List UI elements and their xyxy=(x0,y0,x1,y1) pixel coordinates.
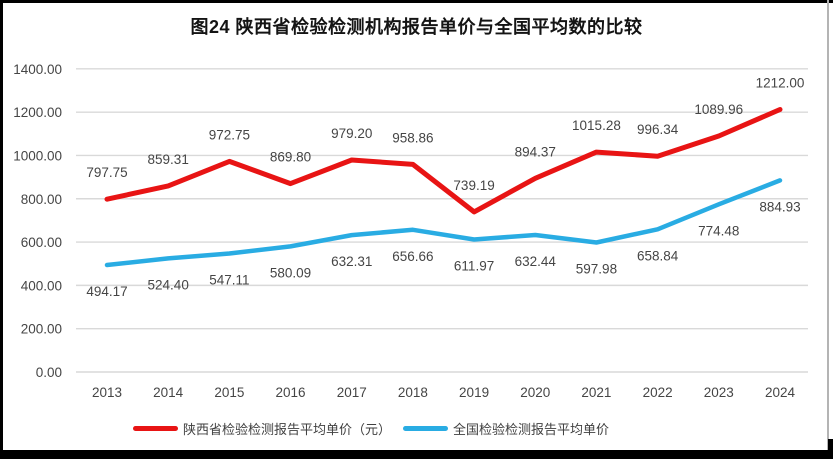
red-line-swatch-icon xyxy=(133,426,178,431)
legend-item-national: 全国检验检测报告平均单价 xyxy=(403,419,609,438)
page-edge-right xyxy=(827,0,829,451)
x-axis-label: 2014 xyxy=(153,385,184,400)
x-axis-label: 2013 xyxy=(92,385,122,400)
data-label: 972.75 xyxy=(209,127,250,142)
data-label: 632.31 xyxy=(331,254,372,269)
data-label: 774.48 xyxy=(698,223,739,238)
y-axis-tick-label: 1400.00 xyxy=(13,62,62,77)
data-label: 597.98 xyxy=(576,262,617,277)
data-label: 547.11 xyxy=(209,273,249,288)
chart-legend: 陕西省检验检测报告平均单价（元） 全国检验检测报告平均单价 xyxy=(133,419,609,438)
data-label: 884.93 xyxy=(759,199,800,214)
data-label: 580.09 xyxy=(270,265,311,280)
page-border-bottom xyxy=(0,450,833,459)
data-label: 611.97 xyxy=(454,258,494,273)
data-label: 979.20 xyxy=(331,126,372,141)
data-label: 1089.96 xyxy=(694,102,743,117)
x-axis-label: 2018 xyxy=(398,385,428,400)
page-border-left xyxy=(0,0,3,459)
x-axis-label: 2016 xyxy=(276,385,306,400)
y-axis-tick-label: 1200.00 xyxy=(13,105,62,120)
y-axis-tick-label: 0.00 xyxy=(36,365,62,380)
data-label: 494.17 xyxy=(86,284,127,299)
page-corner-right xyxy=(828,439,833,459)
page-border-top xyxy=(0,0,833,3)
y-axis-tick-label: 400.00 xyxy=(21,278,62,293)
x-axis-label: 2020 xyxy=(520,385,550,400)
data-label: 656.66 xyxy=(392,249,433,264)
data-label: 1212.00 xyxy=(756,76,805,91)
data-label: 958.86 xyxy=(392,130,433,145)
data-label: 996.34 xyxy=(637,122,679,137)
x-axis-label: 2019 xyxy=(459,385,489,400)
data-label: 894.37 xyxy=(515,144,556,159)
x-axis-label: 2024 xyxy=(765,385,796,400)
legend-label-shaanxi: 陕西省检验检测报告平均单价（元） xyxy=(183,422,392,437)
x-axis-label: 2022 xyxy=(643,385,673,400)
legend-item-shaanxi: 陕西省检验检测报告平均单价（元） xyxy=(133,419,391,438)
data-label: 1015.28 xyxy=(572,118,621,133)
y-axis-tick-label: 200.00 xyxy=(21,322,62,337)
y-axis-tick-label: 1000.00 xyxy=(13,148,62,163)
data-label: 797.75 xyxy=(86,165,127,180)
series-line-shaanxi xyxy=(104,107,783,215)
blue-line-swatch-icon xyxy=(403,426,449,431)
data-label: 859.31 xyxy=(148,152,189,167)
chart-title: 图24 陕西省检验检测机构报告单价与全国平均数的比较 xyxy=(190,17,643,37)
x-axis-label: 2015 xyxy=(214,385,244,400)
y-axis-tick-label: 800.00 xyxy=(21,192,62,207)
legend-label-national: 全国检验检测报告平均单价 xyxy=(453,422,610,437)
x-axis-label: 2017 xyxy=(337,385,367,400)
y-axis-tick-label: 600.00 xyxy=(21,235,62,250)
data-label: 632.44 xyxy=(515,254,557,269)
data-label: 524.40 xyxy=(148,277,189,292)
x-axis-label: 2023 xyxy=(704,385,734,400)
data-label: 869.80 xyxy=(270,150,311,165)
data-label: 658.84 xyxy=(637,248,679,263)
x-axis-label: 2021 xyxy=(581,385,611,400)
series-line-national xyxy=(104,178,783,268)
data-label: 739.19 xyxy=(453,178,494,193)
